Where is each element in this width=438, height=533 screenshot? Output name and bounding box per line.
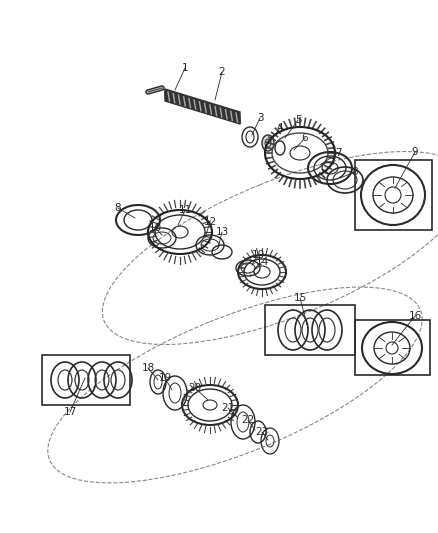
Text: 23: 23 — [255, 427, 268, 437]
Text: 20: 20 — [188, 383, 201, 393]
Text: 18: 18 — [141, 363, 155, 373]
Text: 21: 21 — [221, 403, 235, 413]
Polygon shape — [165, 89, 240, 124]
Text: 17: 17 — [64, 407, 77, 417]
Text: 2: 2 — [219, 67, 225, 77]
Text: 22: 22 — [241, 415, 254, 425]
Text: 12: 12 — [203, 217, 217, 227]
Text: 1: 1 — [182, 63, 188, 73]
Text: 15: 15 — [293, 293, 307, 303]
Text: 4: 4 — [277, 123, 283, 133]
Text: 6: 6 — [302, 133, 308, 143]
Text: 16: 16 — [408, 311, 422, 321]
Text: 10: 10 — [148, 223, 162, 233]
Text: 7: 7 — [335, 148, 341, 158]
Text: 14: 14 — [255, 257, 268, 267]
Bar — [355, 160, 432, 230]
Text: 10: 10 — [251, 250, 265, 260]
Text: 9: 9 — [412, 147, 418, 157]
Text: 8: 8 — [115, 203, 121, 213]
Ellipse shape — [262, 135, 274, 151]
Text: 19: 19 — [159, 373, 172, 383]
Text: 3: 3 — [257, 113, 263, 123]
Text: 13: 13 — [215, 227, 229, 237]
Text: 5: 5 — [295, 115, 301, 125]
Text: 11: 11 — [178, 205, 192, 215]
Text: 8: 8 — [352, 167, 358, 177]
Bar — [355, 320, 430, 375]
Bar — [265, 305, 355, 355]
Bar — [42, 355, 130, 405]
